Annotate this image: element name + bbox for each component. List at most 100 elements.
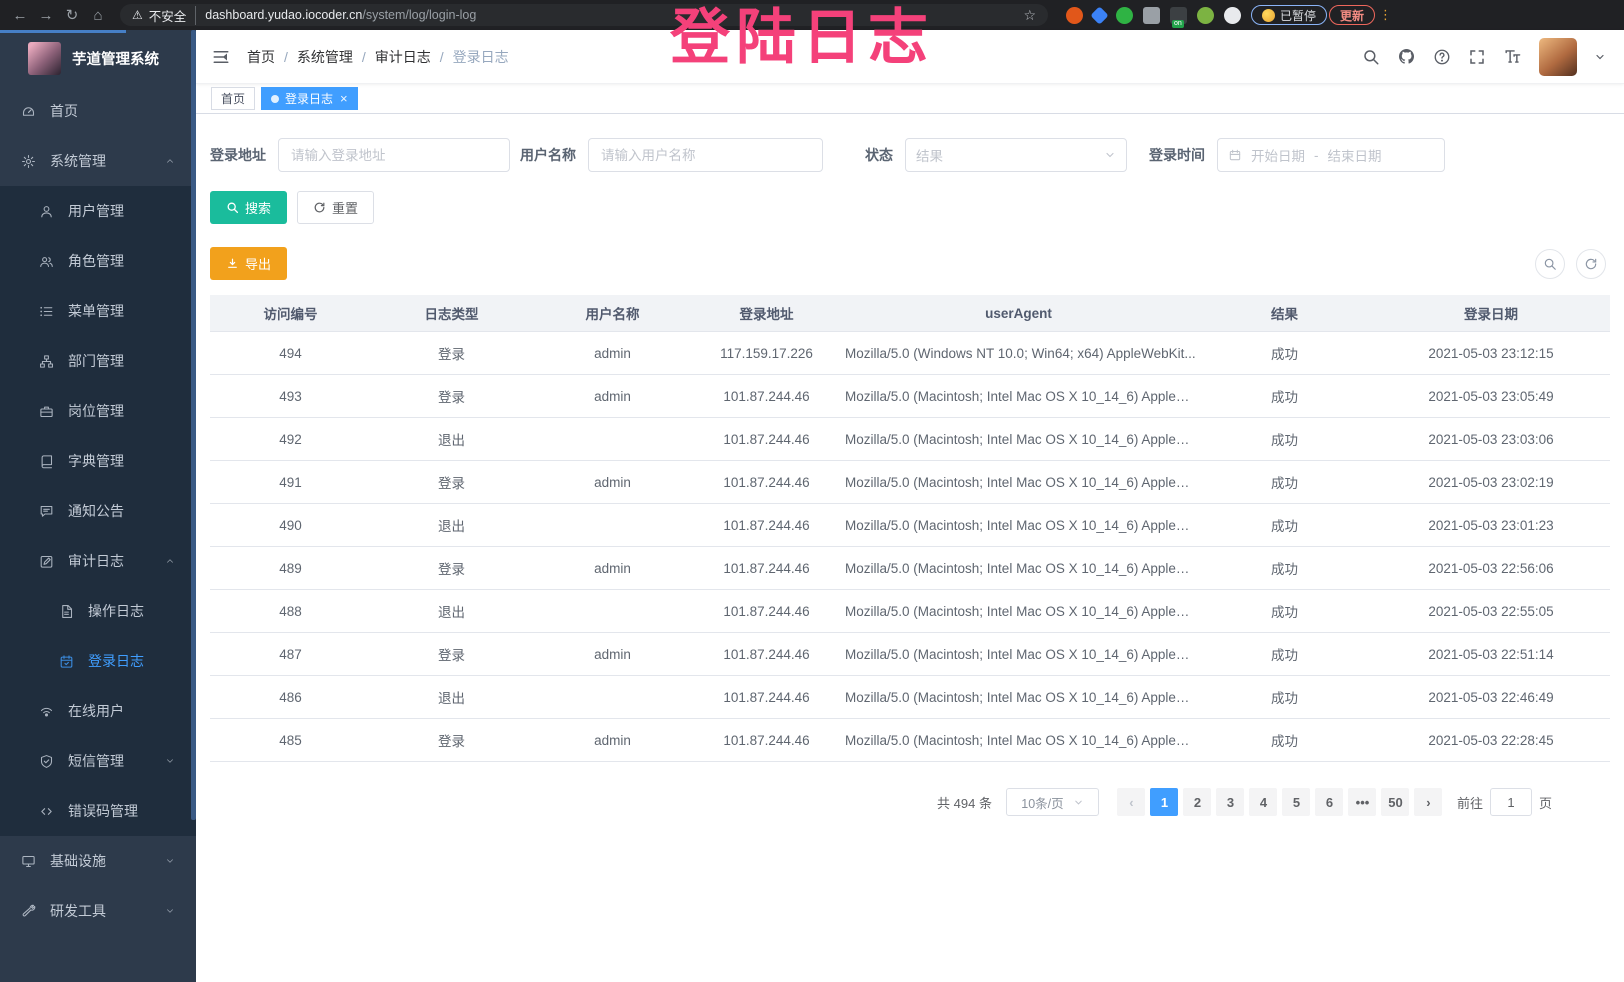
sidebar-item-system[interactable]: 系统管理 <box>0 136 196 186</box>
sidebar-scrollbar[interactable] <box>191 30 196 820</box>
font-size-icon[interactable] <box>1503 47 1522 66</box>
paused-badge[interactable]: 已暂停 <box>1251 5 1328 25</box>
pagination-page-3[interactable]: 3 <box>1216 788 1245 816</box>
date-range-picker[interactable]: 开始日期 - 结束日期 <box>1217 138 1445 172</box>
browser-forward-icon[interactable]: → <box>38 6 54 24</box>
menu-icon <box>39 304 54 319</box>
username-input[interactable] <box>588 138 823 172</box>
extension-icon-4[interactable] <box>1143 6 1160 24</box>
date-end-placeholder: 结束日期 <box>1327 149 1382 164</box>
extension-icon-5[interactable]: on <box>1170 6 1187 28</box>
chevron-down-icon[interactable] <box>1594 51 1606 63</box>
pagination-page-6[interactable]: 6 <box>1315 788 1344 816</box>
page-size-select[interactable]: 10条/页 <box>1005 788 1099 816</box>
pagination-next-button[interactable]: › <box>1414 788 1443 816</box>
table-search-toggle-button[interactable] <box>1535 248 1565 279</box>
url-path: /system/log/login-log <box>362 8 477 22</box>
export-button[interactable]: 导出 <box>210 247 288 280</box>
tag-home[interactable]: 首页 <box>211 87 256 110</box>
pagination-page-50[interactable]: 50 <box>1381 788 1410 816</box>
close-icon[interactable]: × <box>340 91 348 106</box>
dict-icon <box>39 454 54 469</box>
cell-result: 成功 <box>1271 691 1298 706</box>
breadcrumb-home[interactable]: 首页 <box>247 48 275 65</box>
extension-icon-1[interactable] <box>1066 6 1083 24</box>
sidebar-item-dict[interactable]: 字典管理 <box>0 436 196 486</box>
sidebar-item-label: 登录日志 <box>88 653 144 669</box>
status-select[interactable]: 结果 <box>905 138 1127 172</box>
breadcrumb-system[interactable]: 系统管理 <box>296 48 353 65</box>
security-warning[interactable]: ⚠ 不安全 <box>132 5 197 25</box>
sidebar-item-infra[interactable]: 基础设施 <box>0 836 196 886</box>
sidebar-item-login-log[interactable]: 登录日志 <box>0 636 196 686</box>
extension-icon-2[interactable] <box>1090 5 1109 25</box>
sidebar-item-label: 短信管理 <box>68 753 124 769</box>
browser-home-icon[interactable]: ⌂ <box>93 6 103 24</box>
sidebar-item-error-code[interactable]: 错误码管理 <box>0 786 196 836</box>
reset-button[interactable]: 重置 <box>297 191 375 224</box>
breadcrumb-audit-log[interactable]: 审计日志 <box>374 48 431 65</box>
cell-login-date: 2021-05-03 22:56:06 <box>1428 560 1554 576</box>
monitor-icon <box>21 854 36 869</box>
github-icon[interactable] <box>1397 47 1416 66</box>
goto-page-input[interactable] <box>1489 788 1532 816</box>
pagination-page-1[interactable]: 1 <box>1150 788 1179 816</box>
sidebar-item-user[interactable]: 用户管理 <box>0 186 196 236</box>
column-header-access-no: 访问编号 <box>263 307 318 322</box>
tag-login-log[interactable]: 登录日志 × <box>261 87 358 110</box>
table-row: 488 退出 101.87.244.46 Mozilla/5.0 (Macintosh… <box>210 590 1610 633</box>
sidebar-item-online-user[interactable]: 在线用户 <box>0 686 196 736</box>
table-refresh-button[interactable] <box>1576 248 1606 279</box>
cell-login-address: 101.87.244.46 <box>723 431 810 447</box>
extension-icon-7[interactable] <box>1224 6 1241 24</box>
sidebar-item-label: 错误码管理 <box>68 803 138 819</box>
pagination-more-button[interactable]: ••• <box>1348 788 1377 816</box>
help-icon[interactable] <box>1433 48 1451 66</box>
breadcrumb: 首页 / 系统管理 / 审计日志 / 登录日志 <box>247 47 509 67</box>
cell-log-type: 登录 <box>438 476 465 491</box>
sidebar-item-dev-tools[interactable]: 研发工具 <box>0 886 196 936</box>
pagination-prev-button[interactable]: ‹ <box>1117 788 1146 816</box>
search-button[interactable]: 搜索 <box>210 191 288 224</box>
search-icon[interactable] <box>1362 48 1380 66</box>
sidebar-logo[interactable]: 芋道管理系统 <box>0 30 196 86</box>
sidebar-item-post[interactable]: 岗位管理 <box>0 386 196 436</box>
gear-icon <box>21 154 36 169</box>
sidebar-item-role[interactable]: 角色管理 <box>0 236 196 286</box>
pagination-page-5[interactable]: 5 <box>1282 788 1311 816</box>
sidebar-item-dept[interactable]: 部门管理 <box>0 336 196 386</box>
sidebar-item-operate-log[interactable]: 操作日志 <box>0 586 196 636</box>
cell-log-type: 登录 <box>438 347 465 362</box>
login-address-input[interactable] <box>278 138 510 172</box>
sidebar-item-notice[interactable]: 通知公告 <box>0 486 196 536</box>
address-bar[interactable]: ⚠ 不安全 dashboard.yudao.iocoder.cn/system/… <box>120 4 1048 26</box>
hamburger-icon[interactable] <box>212 48 230 66</box>
tree-icon <box>39 354 54 369</box>
cell-log-type: 登录 <box>438 562 465 577</box>
pagination-page-2[interactable]: 2 <box>1183 788 1212 816</box>
bookmark-star-icon[interactable]: ☆ <box>1023 6 1036 23</box>
extension-icon-6[interactable] <box>1197 6 1214 24</box>
sidebar-item-sms[interactable]: 短信管理 <box>0 736 196 786</box>
sidebar-item-home[interactable]: 首页 <box>0 86 196 136</box>
user-avatar[interactable] <box>1539 37 1577 76</box>
chevron-up-icon <box>164 155 176 167</box>
sidebar-item-menu[interactable]: 菜单管理 <box>0 286 196 336</box>
fullscreen-icon[interactable] <box>1468 48 1486 66</box>
update-button[interactable]: 更新 <box>1329 5 1376 25</box>
table-row: 485 登录 admin 101.87.244.46 Mozilla/5.0 (Maci… <box>210 719 1610 762</box>
pagination-page-4[interactable]: 4 <box>1249 788 1278 816</box>
cell-access-no: 486 <box>279 689 302 705</box>
sidebar-item-label: 岗位管理 <box>68 403 124 419</box>
column-header-username: 用户名称 <box>585 307 640 322</box>
browser-menu-icon[interactable]: ⋮ <box>1379 7 1393 22</box>
cell-log-type: 退出 <box>438 519 465 534</box>
cell-user-agent: Mozilla/5.0 (Macintosh; Intel Mac OS X 1… <box>845 689 1197 705</box>
extension-badge: on <box>1172 19 1184 28</box>
cell-access-no: 490 <box>279 517 302 533</box>
sidebar-item-audit-log[interactable]: 审计日志 <box>0 536 196 586</box>
browser-back-icon[interactable]: ← <box>12 6 28 24</box>
cell-result: 成功 <box>1271 605 1298 620</box>
browser-reload-icon[interactable]: ↻ <box>65 7 79 24</box>
extension-icon-3[interactable] <box>1116 6 1133 24</box>
